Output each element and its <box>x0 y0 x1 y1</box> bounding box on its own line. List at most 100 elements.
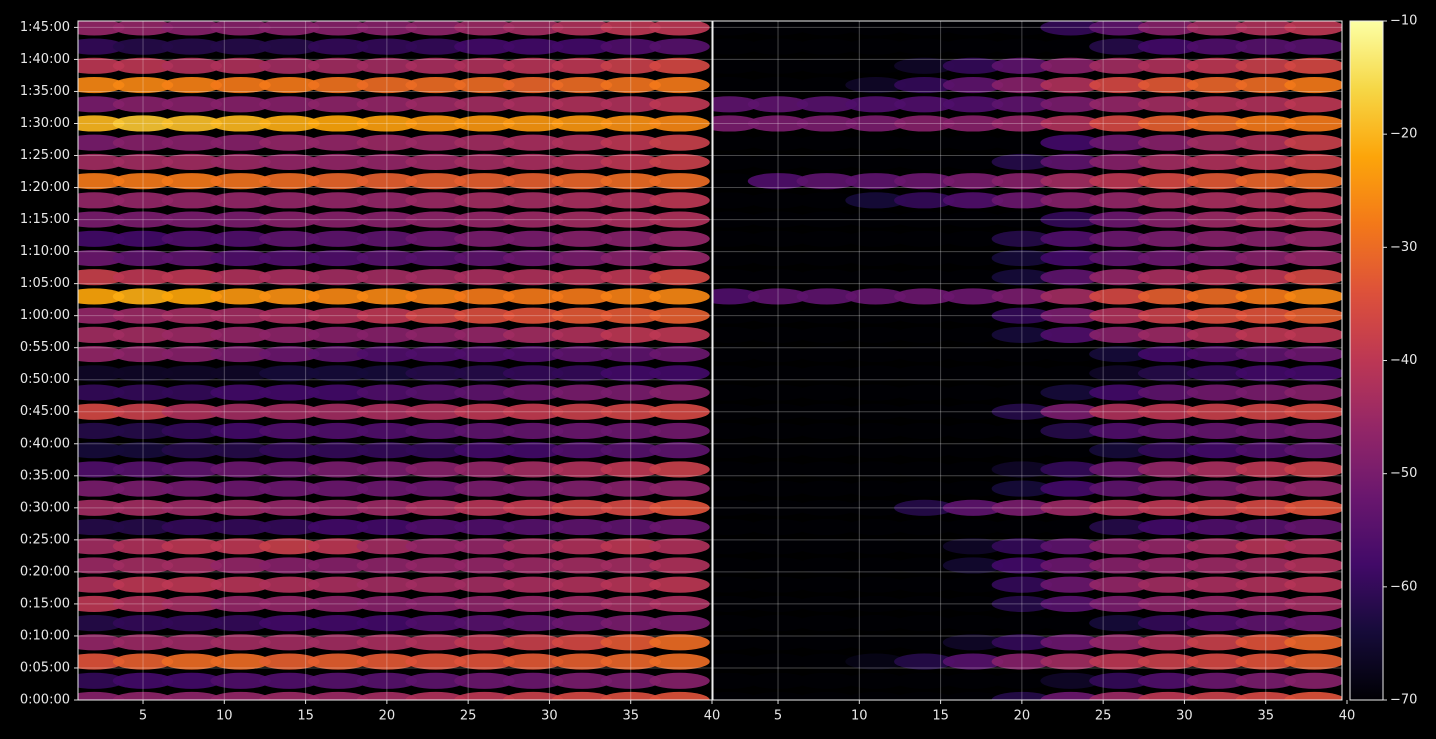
heat-cell <box>1235 691 1296 700</box>
heat-cell <box>600 346 661 363</box>
heat-cell <box>161 480 223 497</box>
heat-cell <box>551 192 613 209</box>
heat-cell <box>502 653 564 670</box>
heat-cell <box>942 346 1004 363</box>
heat-cell <box>1235 615 1296 632</box>
y-tick-label: 0:05:00 <box>20 660 70 675</box>
heat-cell <box>210 384 271 401</box>
heat-cell <box>454 326 515 343</box>
heat-cell <box>1186 557 1248 574</box>
heat-cell <box>356 211 418 228</box>
heat-cell <box>991 38 1053 55</box>
heat-cell <box>551 288 613 305</box>
heat-cell <box>112 192 174 209</box>
x-tick-label: 35 <box>1257 709 1274 724</box>
heat-cell <box>307 249 369 267</box>
heat-cell <box>942 595 1004 612</box>
heat-cell <box>649 384 710 401</box>
heat-cell <box>454 96 515 113</box>
heat-cell <box>747 557 809 574</box>
heat-cell <box>502 211 564 228</box>
heat-cell <box>1137 249 1199 267</box>
heat-cell <box>1235 76 1296 94</box>
heat-cell <box>649 615 710 632</box>
heat-cell <box>747 115 809 132</box>
heat-cell <box>796 326 858 343</box>
heat-cell <box>502 76 564 94</box>
heat-cell <box>1284 499 1342 516</box>
heat-cell <box>259 76 320 94</box>
heat-cell <box>649 595 710 612</box>
heat-cell <box>942 557 1004 574</box>
heat-cell <box>356 192 418 209</box>
heat-cell <box>210 691 271 700</box>
heat-cell <box>796 230 858 247</box>
heatmap-panel <box>713 21 1342 700</box>
heat-cell <box>1284 153 1342 170</box>
heat-cell <box>649 518 710 536</box>
heat-cell <box>1137 307 1199 324</box>
heat-cell <box>78 192 125 209</box>
heat-cell <box>600 653 661 670</box>
heat-cell <box>649 499 710 516</box>
heat-cell <box>1137 365 1199 382</box>
heat-cell <box>845 442 906 459</box>
heat-cell <box>551 365 613 382</box>
heat-cell <box>894 403 955 420</box>
heat-cell <box>161 269 223 286</box>
heat-cell <box>210 153 271 170</box>
heat-cell <box>78 384 125 401</box>
heat-cell <box>942 576 1004 593</box>
heat-cell <box>161 21 223 36</box>
heat-cell <box>600 249 661 267</box>
heat-cell <box>600 96 661 113</box>
heat-cell <box>356 96 418 113</box>
heat-cell <box>747 57 809 74</box>
heat-cell <box>161 230 223 247</box>
heat-cell <box>747 96 809 113</box>
heat-cell <box>1235 134 1296 151</box>
heat-cell <box>454 672 515 689</box>
heat-cell <box>502 134 564 151</box>
heat-cell <box>649 211 710 228</box>
heat-cell <box>796 442 858 459</box>
heat-cell <box>894 21 955 36</box>
heat-cell <box>454 153 515 170</box>
heat-cell <box>600 153 661 170</box>
heat-cell <box>894 230 955 247</box>
heat-cell <box>747 21 809 36</box>
heat-cell <box>405 384 466 401</box>
heat-cell <box>1186 211 1248 228</box>
heat-cell <box>551 230 613 247</box>
heat-cell <box>112 538 174 555</box>
heat-cell <box>796 192 858 209</box>
heat-cell <box>1235 211 1296 228</box>
heat-cell <box>356 653 418 670</box>
heat-cell <box>1137 346 1199 363</box>
heat-cell <box>894 365 955 382</box>
heat-cell <box>112 634 174 651</box>
heat-cell <box>405 691 466 700</box>
heat-cell <box>1040 615 1101 632</box>
heat-cell <box>259 595 320 612</box>
heat-cell <box>161 38 223 55</box>
heat-cell <box>1235 422 1296 440</box>
heat-cell <box>845 326 906 343</box>
colorbar-tick-label: −10 <box>1390 14 1417 29</box>
heat-cell <box>405 76 466 94</box>
heat-cell <box>796 76 858 94</box>
heat-cell <box>1186 691 1248 700</box>
heat-cell <box>713 634 760 651</box>
y-tick-label: 1:40:00 <box>20 52 70 67</box>
heat-cell <box>649 96 710 113</box>
heat-cell <box>649 326 710 343</box>
heat-cell <box>78 153 125 170</box>
heat-cell <box>1186 403 1248 420</box>
y-tick-label: 1:30:00 <box>20 116 70 131</box>
heat-cell <box>600 557 661 574</box>
heat-cell <box>1089 691 1150 700</box>
heat-cell <box>259 653 320 670</box>
heat-cell <box>112 653 174 670</box>
heat-cell <box>307 384 369 401</box>
heat-cell <box>991 576 1053 593</box>
